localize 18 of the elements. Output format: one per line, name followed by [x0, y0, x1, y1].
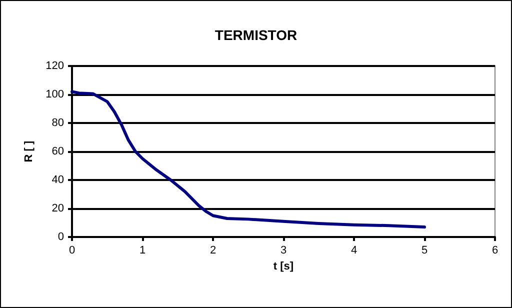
x-tick-label: 3: [280, 244, 287, 256]
x-tick-label: 1: [139, 244, 146, 256]
x-tick-label: 2: [210, 244, 216, 256]
y-tick-label: 60: [52, 146, 64, 158]
y-tick-label: 80: [52, 117, 64, 129]
y-tick-label: 0: [58, 231, 64, 243]
x-tick-label: 6: [492, 244, 498, 256]
x-tick-label: 5: [421, 244, 428, 256]
y-tick-label: 100: [46, 88, 64, 100]
y-tick-label: 40: [52, 174, 64, 186]
y-tick-label: 20: [52, 202, 64, 214]
chart-title: TERMISTOR: [214, 27, 298, 43]
x-axis-title: t [s]: [273, 260, 294, 272]
y-axis-title: R [ ]: [23, 140, 36, 162]
line-series: [70, 90, 426, 229]
x-tick-label: 4: [350, 244, 358, 256]
x-tick-label: 0: [68, 244, 76, 256]
y-tick-label: 120: [46, 60, 64, 72]
